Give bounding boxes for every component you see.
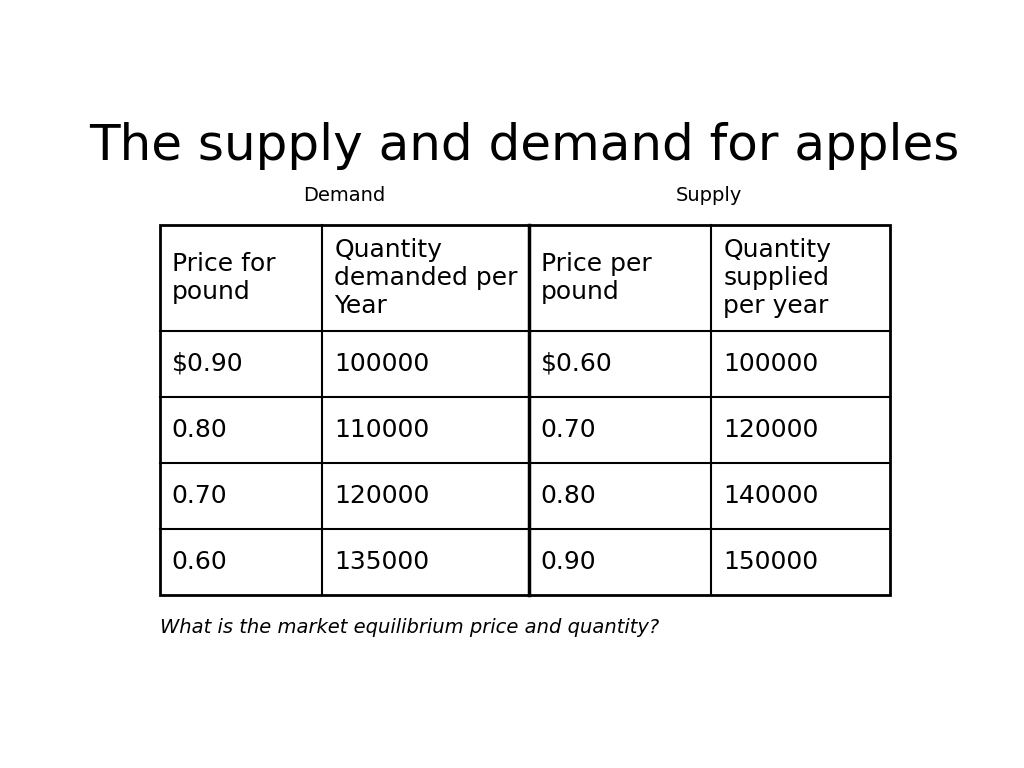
Text: 0.70: 0.70 [541, 418, 596, 442]
Text: 0.80: 0.80 [541, 484, 596, 508]
Text: Quantity
demanded per
Year: Quantity demanded per Year [334, 238, 518, 318]
Text: 0.80: 0.80 [172, 418, 227, 442]
Text: Price for
pound: Price for pound [172, 252, 275, 304]
Text: 120000: 120000 [334, 484, 430, 508]
Text: Quantity
supplied
per year: Quantity supplied per year [723, 238, 831, 318]
Text: Price per
pound: Price per pound [541, 252, 651, 304]
Text: 100000: 100000 [723, 352, 818, 376]
Text: 100000: 100000 [334, 352, 430, 376]
Text: $0.60: $0.60 [541, 352, 612, 376]
Text: 0.60: 0.60 [172, 550, 227, 574]
Text: 120000: 120000 [723, 418, 818, 442]
Text: 150000: 150000 [723, 550, 818, 574]
Text: The supply and demand for apples: The supply and demand for apples [90, 121, 959, 170]
Text: $0.90: $0.90 [172, 352, 244, 376]
Text: What is the market equilibrium price and quantity?: What is the market equilibrium price and… [160, 618, 659, 637]
Text: 0.90: 0.90 [541, 550, 596, 574]
Text: 140000: 140000 [723, 484, 818, 508]
Text: 0.70: 0.70 [172, 484, 227, 508]
Text: Demand: Demand [303, 186, 385, 204]
Text: 110000: 110000 [334, 418, 430, 442]
Text: 135000: 135000 [334, 550, 429, 574]
Text: Supply: Supply [676, 186, 742, 204]
